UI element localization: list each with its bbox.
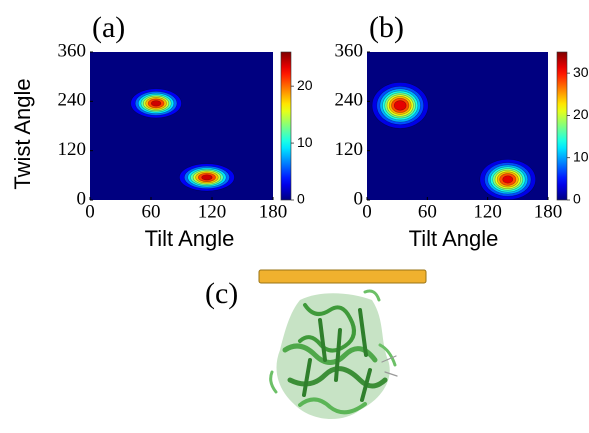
panel-label: (c) xyxy=(205,277,238,310)
colorbar-tick-label: 10 xyxy=(297,134,313,150)
colorbar-tick-label: 0 xyxy=(297,191,305,207)
contour-band xyxy=(151,101,161,107)
contour-band xyxy=(503,176,513,183)
x-tick-label: 180 xyxy=(259,201,288,222)
colorbar-tick-label: 20 xyxy=(573,106,589,122)
x-tick-label: 60 xyxy=(418,201,437,222)
y-tick-label: 240 xyxy=(335,90,364,111)
y-tick-label: 0 xyxy=(354,188,364,209)
panel-label: (a) xyxy=(92,11,125,44)
x-tick-label: 60 xyxy=(142,201,161,222)
y-tick-label: 360 xyxy=(58,40,87,61)
protein-structure xyxy=(271,291,397,419)
y-axis-label: Twist Angle xyxy=(10,78,35,189)
y-tick-label: 120 xyxy=(335,139,364,160)
figure: (c) 0601201800120240360(a)Tilt AngleTwis… xyxy=(0,0,589,433)
x-tick-label: 180 xyxy=(534,201,563,222)
panel-label: (b) xyxy=(369,11,404,44)
y-tick-label: 360 xyxy=(335,40,364,61)
plot-area xyxy=(367,52,548,200)
colorbar-tick-label: 10 xyxy=(573,148,589,164)
x-tick-label: 120 xyxy=(473,201,502,222)
plot-area xyxy=(90,52,273,200)
contour-band xyxy=(394,101,406,111)
colorbar-tick-label: 0 xyxy=(573,191,581,207)
membrane-bar xyxy=(259,270,426,283)
y-tick-label: 120 xyxy=(58,139,87,160)
x-tick-label: 0 xyxy=(362,201,372,222)
colorbar-tick-label: 20 xyxy=(297,77,313,93)
contour-band xyxy=(202,175,213,180)
x-tick-label: 0 xyxy=(85,201,95,222)
x-axis-label: Tilt Angle xyxy=(409,226,499,251)
colorbar xyxy=(557,52,567,200)
colorbar-tick-label: 30 xyxy=(573,64,589,80)
x-tick-label: 120 xyxy=(198,201,227,222)
x-axis-label: Tilt Angle xyxy=(145,226,235,251)
colorbar xyxy=(281,52,291,200)
y-tick-label: 0 xyxy=(77,188,87,209)
y-tick-label: 240 xyxy=(58,90,87,111)
